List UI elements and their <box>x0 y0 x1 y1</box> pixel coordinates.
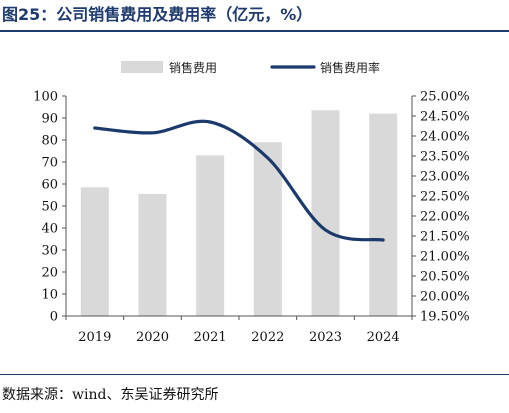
legend-label-bar: 销售费用 <box>169 60 217 75</box>
y-right-tick-label: 25.00% <box>420 90 470 105</box>
y-left-tick-label: 0 <box>50 310 58 325</box>
y-left-tick-label: 80 <box>41 134 58 149</box>
bar-2022 <box>253 142 282 316</box>
bar-2023 <box>311 110 340 316</box>
title-rule <box>0 30 509 32</box>
y-left-tick-label: 20 <box>41 266 58 281</box>
y-right-tick-label: 24.50% <box>420 110 470 125</box>
y-left-tick-label: 30 <box>41 244 58 259</box>
x-tick-label: 2022 <box>251 330 284 345</box>
y-right-tick-label: 20.50% <box>420 270 470 285</box>
y-right-tick-label: 23.50% <box>420 150 470 165</box>
legend-swatch-bar <box>121 61 163 73</box>
line-series-rate <box>93 119 385 242</box>
y-right-tick-label: 20.00% <box>420 290 470 305</box>
legend-label-line: 销售费用率 <box>320 60 380 75</box>
y-right-tick-label: 24.00% <box>420 130 470 145</box>
y-right-tick-label: 19.50% <box>420 310 470 325</box>
x-tick-label: 2023 <box>309 330 342 345</box>
y-left-tick-label: 70 <box>41 156 58 171</box>
x-tick-label: 2024 <box>367 330 400 345</box>
y-right-tick-label: 23.00% <box>420 170 470 185</box>
source-rule <box>0 374 509 375</box>
figure-title: 图25：公司销售费用及费用率（亿元，%） <box>2 5 313 24</box>
source-note: 数据来源：wind、东吴证券研究所 <box>2 387 219 403</box>
y-left-tick-label: 50 <box>41 200 58 215</box>
y-left-tick-label: 90 <box>41 112 58 127</box>
y-right-tick-label: 21.00% <box>420 250 470 265</box>
y-left-tick-label: 10 <box>41 288 58 303</box>
y-left-tick-label: 60 <box>41 178 58 193</box>
bar-2019 <box>80 187 109 316</box>
y-left-tick-label: 100 <box>33 90 58 105</box>
bar-2021 <box>196 155 225 316</box>
bar-2020 <box>138 193 167 316</box>
y-right-tick-label: 22.50% <box>420 190 470 205</box>
x-tick-label: 2021 <box>194 330 227 345</box>
bar-2024 <box>369 113 398 316</box>
x-tick-label: 2020 <box>136 330 169 345</box>
y-left-tick-label: 40 <box>41 222 58 237</box>
x-tick-label: 2019 <box>78 330 111 345</box>
y-right-tick-label: 22.00% <box>420 210 470 225</box>
y-right-tick-label: 21.50% <box>420 230 470 245</box>
